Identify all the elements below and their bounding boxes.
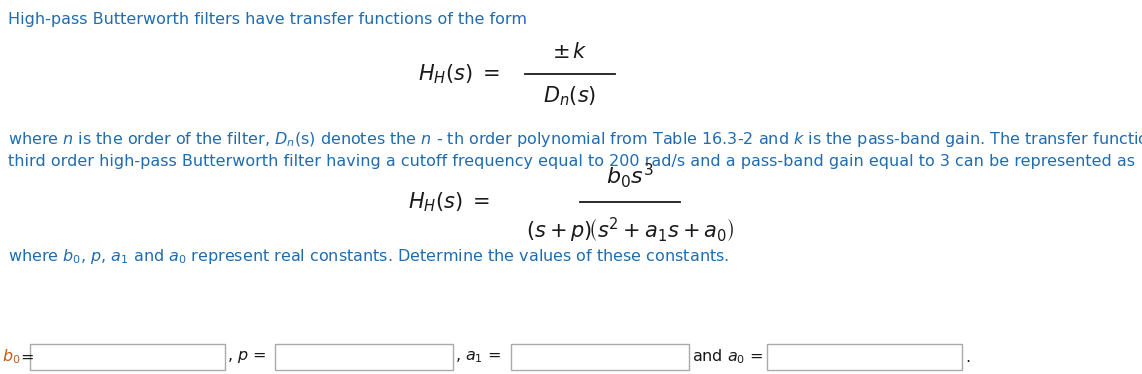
Text: .: .	[965, 349, 970, 365]
Text: $\left(s+p\right)\!\left(s^2+a_1s+a_0\right)$: $\left(s+p\right)\!\left(s^2+a_1s+a_0\ri…	[526, 215, 734, 245]
Text: , $a_1$ =: , $a_1$ =	[455, 349, 501, 365]
Text: High-pass Butterworth filters have transfer functions of the form: High-pass Butterworth filters have trans…	[8, 12, 526, 27]
Text: $\pm\, k$: $\pm\, k$	[553, 42, 588, 62]
Text: where $\mathit{b_0}$, $\mathit{p}$, $\mathit{a_1}$ and $\mathit{a_0}$ represent : where $\mathit{b_0}$, $\mathit{p}$, $\ma…	[8, 247, 729, 266]
Text: , $p$ =: , $p$ =	[227, 349, 266, 365]
Text: where $\mathit{n}$ is the order of the filter, $\mathit{D_n}$(s) denotes the $\m: where $\mathit{n}$ is the order of the f…	[8, 130, 1142, 149]
Text: $b_0$: $b_0$	[2, 348, 21, 367]
Bar	[767, 344, 962, 370]
Text: third order high-pass Butterworth filter having a cutoff frequency equal to 200 : third order high-pass Butterworth filter…	[8, 154, 1135, 169]
Text: $\mathit{H_H}(s)\;=$: $\mathit{H_H}(s)\;=$	[409, 190, 490, 214]
Text: and $a_0$ =: and $a_0$ =	[692, 348, 763, 367]
Text: $b_0s^3$: $b_0s^3$	[606, 162, 654, 190]
Text: $\mathit{D_n}(s)$: $\mathit{D_n}(s)$	[544, 84, 596, 108]
Bar	[510, 344, 689, 370]
Bar	[275, 344, 453, 370]
Text: $\mathit{H_H}(s)\;=$: $\mathit{H_H}(s)\;=$	[418, 62, 500, 86]
Text: =: =	[21, 349, 33, 365]
Bar	[30, 344, 225, 370]
